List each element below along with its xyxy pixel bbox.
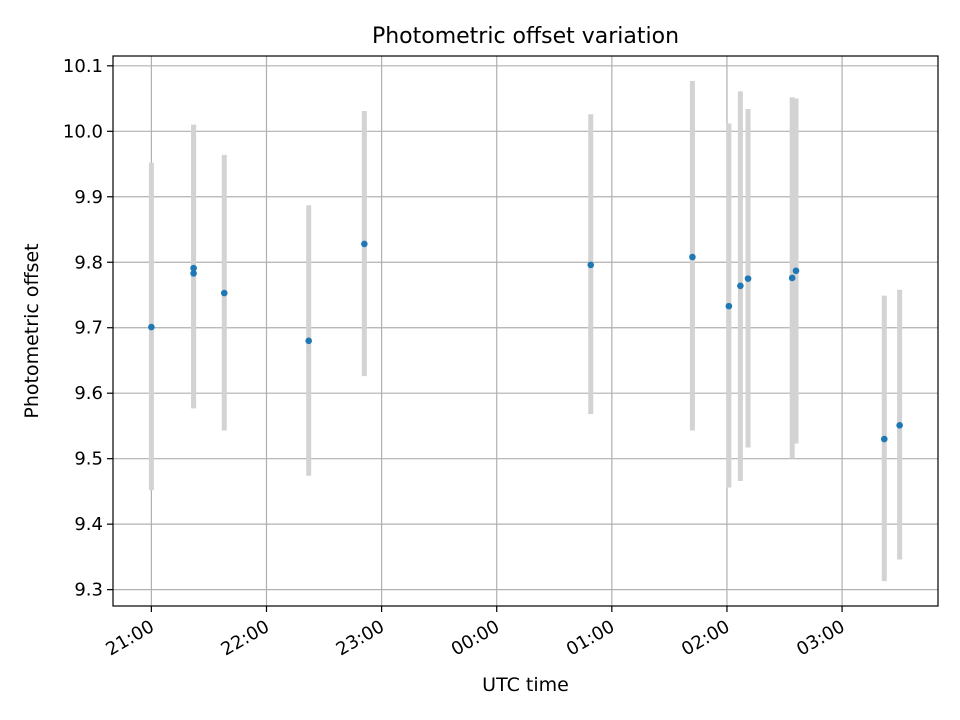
y-tick-label: 10.1 [63, 56, 103, 77]
data-point [220, 289, 228, 297]
data-point [190, 264, 197, 272]
data-point [880, 435, 888, 443]
data-point [896, 421, 903, 429]
y-tick-label: 9.3 [74, 580, 103, 601]
data-point [190, 270, 197, 277]
data-point [737, 282, 744, 290]
y-tick-label: 9.4 [74, 514, 103, 535]
data-point [305, 337, 312, 345]
data-point [689, 253, 696, 261]
y-tick-label: 9.7 [74, 318, 103, 339]
data-point [744, 275, 752, 282]
y-tick-label: 9.8 [74, 252, 103, 273]
data-point [792, 267, 800, 275]
chart-title: Photometric offset variation [372, 24, 679, 49]
data-point [725, 302, 733, 310]
y-tick-label: 9.9 [74, 187, 103, 208]
data-point [361, 240, 368, 248]
data-point [587, 261, 595, 269]
x-axis-label: UTC time [482, 674, 569, 696]
y-tick-label: 9.5 [74, 449, 103, 470]
y-axis-ticks: 9.3 9.4 9.5 9.6 9.7 9.8 9.9 10.0 10.1 [63, 56, 113, 601]
plot-frame [112, 55, 939, 607]
y-tick-label: 9.6 [74, 383, 103, 404]
data-point [788, 274, 796, 282]
data-point [148, 323, 155, 331]
y-tick-label: 10.0 [63, 121, 103, 142]
y-axis-label: Photometric offset [21, 243, 43, 418]
data-points [148, 240, 903, 443]
